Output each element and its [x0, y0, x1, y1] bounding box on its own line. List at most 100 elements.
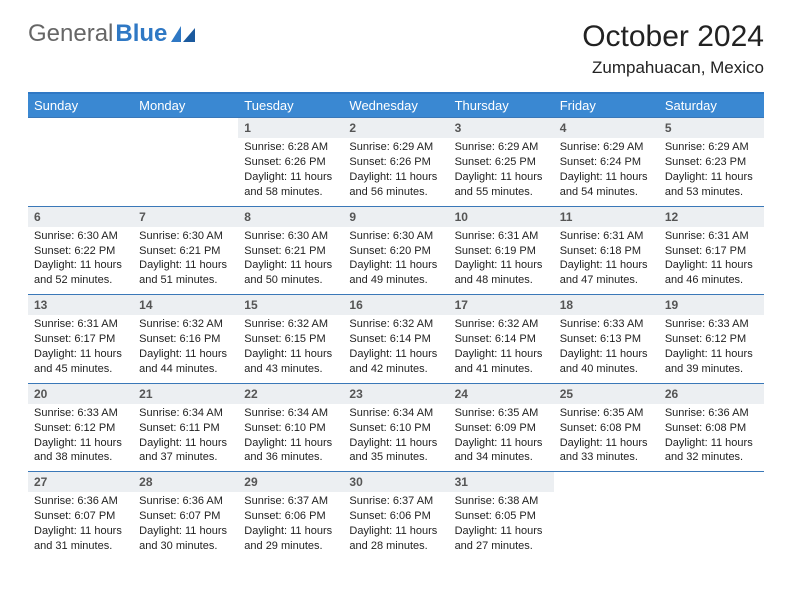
calendar-day-cell: 25Sunrise: 6:35 AMSunset: 6:08 PMDayligh… [554, 384, 659, 472]
daylight-text: Daylight: 11 hours and 33 minutes. [560, 436, 653, 466]
sunset-text: Sunset: 6:20 PM [349, 244, 442, 259]
daylight-text: Daylight: 11 hours and 37 minutes. [139, 436, 232, 466]
sunrise-text: Sunrise: 6:35 AM [455, 406, 548, 421]
sunset-text: Sunset: 6:12 PM [665, 332, 758, 347]
sunrise-text: Sunrise: 6:34 AM [139, 406, 232, 421]
day-details: Sunrise: 6:28 AMSunset: 6:26 PMDaylight:… [238, 138, 343, 205]
day-number: 13 [28, 295, 133, 315]
calendar-day-cell: 3Sunrise: 6:29 AMSunset: 6:25 PMDaylight… [449, 118, 554, 206]
daylight-text: Daylight: 11 hours and 42 minutes. [349, 347, 442, 377]
calendar-day-cell: 14Sunrise: 6:32 AMSunset: 6:16 PMDayligh… [133, 295, 238, 383]
day-details: Sunrise: 6:30 AMSunset: 6:22 PMDaylight:… [28, 227, 133, 294]
sunset-text: Sunset: 6:22 PM [34, 244, 127, 259]
sunrise-text: Sunrise: 6:31 AM [455, 229, 548, 244]
sunset-text: Sunset: 6:06 PM [244, 509, 337, 524]
calendar-week: 20 Sunrise: 6:33 AMSunset: 6:12 PM Dayligh… [28, 383, 764, 472]
weekday-header: Tuesday [238, 94, 343, 117]
day-details: Sunrise: 6:32 AMSunset: 6:14 PMDaylight:… [449, 315, 554, 382]
day-number: 29 [238, 472, 343, 492]
day-number: 19 [659, 295, 764, 315]
weekday-header: Monday [133, 94, 238, 117]
sunrise-text: Sunrise: 6:37 AM [244, 494, 337, 509]
day-details: Sunrise: 6:34 AMSunset: 6:10 PMDaylight:… [343, 404, 448, 471]
day-details: Sunrise: 6:33 AMSunset: 6:12 PMDaylight:… [659, 315, 764, 382]
day-details: Sunrise: 6:29 AMSunset: 6:25 PMDaylight:… [449, 138, 554, 205]
sunset-text: Sunset: 6:17 PM [34, 332, 127, 347]
sunrise-text: Sunrise: 6:30 AM [139, 229, 232, 244]
calendar: Sunday Monday Tuesday Wednesday Thursday… [28, 92, 764, 560]
daylight-text: Daylight: 11 hours and 49 minutes. [349, 258, 442, 288]
daylight-text: Daylight: 11 hours and 27 minutes. [455, 524, 548, 554]
day-details: Sunrise: 6:35 AMSunset: 6:08 PMDaylight:… [554, 404, 659, 471]
day-number: 10 [449, 207, 554, 227]
sunset-text: Sunset: 6:10 PM [349, 421, 442, 436]
sunrise-text: Sunrise: 6:33 AM [34, 406, 127, 421]
day-details: Sunrise: 6:31 AMSunset: 6:17 PMDaylight:… [28, 315, 133, 382]
sunset-text: Sunset: 6:24 PM [560, 155, 653, 170]
daylight-text: Daylight: 11 hours and 58 minutes. [244, 170, 337, 200]
day-number: 5 [659, 118, 764, 138]
calendar-week: 27Sunrise: 6:36 AMSunset: 6:07 PMDayligh… [28, 471, 764, 560]
sunset-text: Sunset: 6:19 PM [455, 244, 548, 259]
calendar-day-cell: 9Sunrise: 6:30 AMSunset: 6:20 PMDaylight… [343, 207, 448, 295]
day-details: Sunrise: 6:36 AMSunset: 6:08 PMDaylight:… [659, 404, 764, 471]
calendar-day-cell: 21Sunrise: 6:34 AMSunset: 6:11 PMDayligh… [133, 384, 238, 472]
logo-text-blue: Blue [115, 20, 167, 48]
calendar-day-cell: 22Sunrise: 6:34 AMSunset: 6:10 PMDayligh… [238, 384, 343, 472]
day-number: 18 [554, 295, 659, 315]
calendar-day-cell: 19Sunrise: 6:33 AMSunset: 6:12 PMDayligh… [659, 295, 764, 383]
sunrise-text: Sunrise: 6:31 AM [665, 229, 758, 244]
day-number: 30 [343, 472, 448, 492]
sunrise-text: Sunrise: 6:31 AM [560, 229, 653, 244]
sunset-text: Sunset: 6:09 PM [455, 421, 548, 436]
daylight-text: Daylight: 11 hours and 32 minutes. [665, 436, 758, 466]
daylight-text: Daylight: 11 hours and 31 minutes. [34, 524, 127, 554]
day-details: Sunrise: 6:29 AMSunset: 6:26 PMDaylight:… [343, 138, 448, 205]
day-number: 16 [343, 295, 448, 315]
sunrise-text: Sunrise: 6:36 AM [665, 406, 758, 421]
sunset-text: Sunset: 6:07 PM [139, 509, 232, 524]
calendar-day-cell: 24Sunrise: 6:35 AMSunset: 6:09 PMDayligh… [449, 384, 554, 472]
daylight-text: Daylight: 11 hours and 48 minutes. [455, 258, 548, 288]
sunrise-text: Sunrise: 6:30 AM [244, 229, 337, 244]
sunrise-text: Sunrise: 6:33 AM [665, 317, 758, 332]
sunset-text: Sunset: 6:16 PM [139, 332, 232, 347]
calendar-day-cell: 1Sunrise: 6:28 AMSunset: 6:26 PMDaylight… [238, 118, 343, 206]
sunrise-text: Sunrise: 6:30 AM [34, 229, 127, 244]
sunset-text: Sunset: 6:21 PM [139, 244, 232, 259]
sunrise-text: Sunrise: 6:36 AM [139, 494, 232, 509]
day-number: 8 [238, 207, 343, 227]
day-details: Sunrise: 6:29 AMSunset: 6:23 PMDaylight:… [659, 138, 764, 205]
sunrise-text: Sunrise: 6:28 AM [244, 140, 337, 155]
calendar-day-cell: 30Sunrise: 6:37 AMSunset: 6:06 PMDayligh… [343, 472, 448, 560]
calendar-week: 6Sunrise: 6:30 AMSunset: 6:22 PMDaylight… [28, 206, 764, 295]
sunset-text: Sunset: 6:26 PM [244, 155, 337, 170]
day-number: 20 [28, 384, 133, 404]
day-number: 3 [449, 118, 554, 138]
daylight-text: Daylight: 11 hours and 28 minutes. [349, 524, 442, 554]
sunset-text: Sunset: 6:15 PM [244, 332, 337, 347]
calendar-day-cell: 16Sunrise: 6:32 AMSunset: 6:14 PMDayligh… [343, 295, 448, 383]
day-number: 31 [449, 472, 554, 492]
sunset-text: Sunset: 6:06 PM [349, 509, 442, 524]
day-details: Sunrise: 6:29 AMSunset: 6:24 PMDaylight:… [554, 138, 659, 205]
daylight-text: Daylight: 11 hours and 56 minutes. [349, 170, 442, 200]
sunrise-text: Sunrise: 6:36 AM [34, 494, 127, 509]
sunset-text: Sunset: 6:12 PM [34, 421, 127, 436]
calendar-week: 1Sunrise: 6:28 AMSunset: 6:26 PMDaylight… [28, 117, 764, 206]
day-details: Sunrise: 6:30 AMSunset: 6:20 PMDaylight:… [343, 227, 448, 294]
sunset-text: Sunset: 6:14 PM [455, 332, 548, 347]
sunset-text: Sunset: 6:25 PM [455, 155, 548, 170]
daylight-text: Daylight: 11 hours and 54 minutes. [560, 170, 653, 200]
calendar-day-cell: 23Sunrise: 6:34 AMSunset: 6:10 PMDayligh… [343, 384, 448, 472]
day-details: Sunrise: 6:37 AMSunset: 6:06 PMDaylight:… [343, 492, 448, 559]
daylight-text: Daylight: 11 hours and 55 minutes. [455, 170, 548, 200]
logo-text-general: General [28, 20, 113, 48]
calendar-day-cell [554, 472, 659, 560]
day-number: 1 [238, 118, 343, 138]
sunrise-text: Sunrise: 6:29 AM [455, 140, 548, 155]
daylight-text: Daylight: 11 hours and 36 minutes. [244, 436, 337, 466]
day-details: Sunrise: 6:32 AMSunset: 6:14 PMDaylight:… [343, 315, 448, 382]
weekday-header: Thursday [449, 94, 554, 117]
daylight-text: Daylight: 11 hours and 40 minutes. [560, 347, 653, 377]
